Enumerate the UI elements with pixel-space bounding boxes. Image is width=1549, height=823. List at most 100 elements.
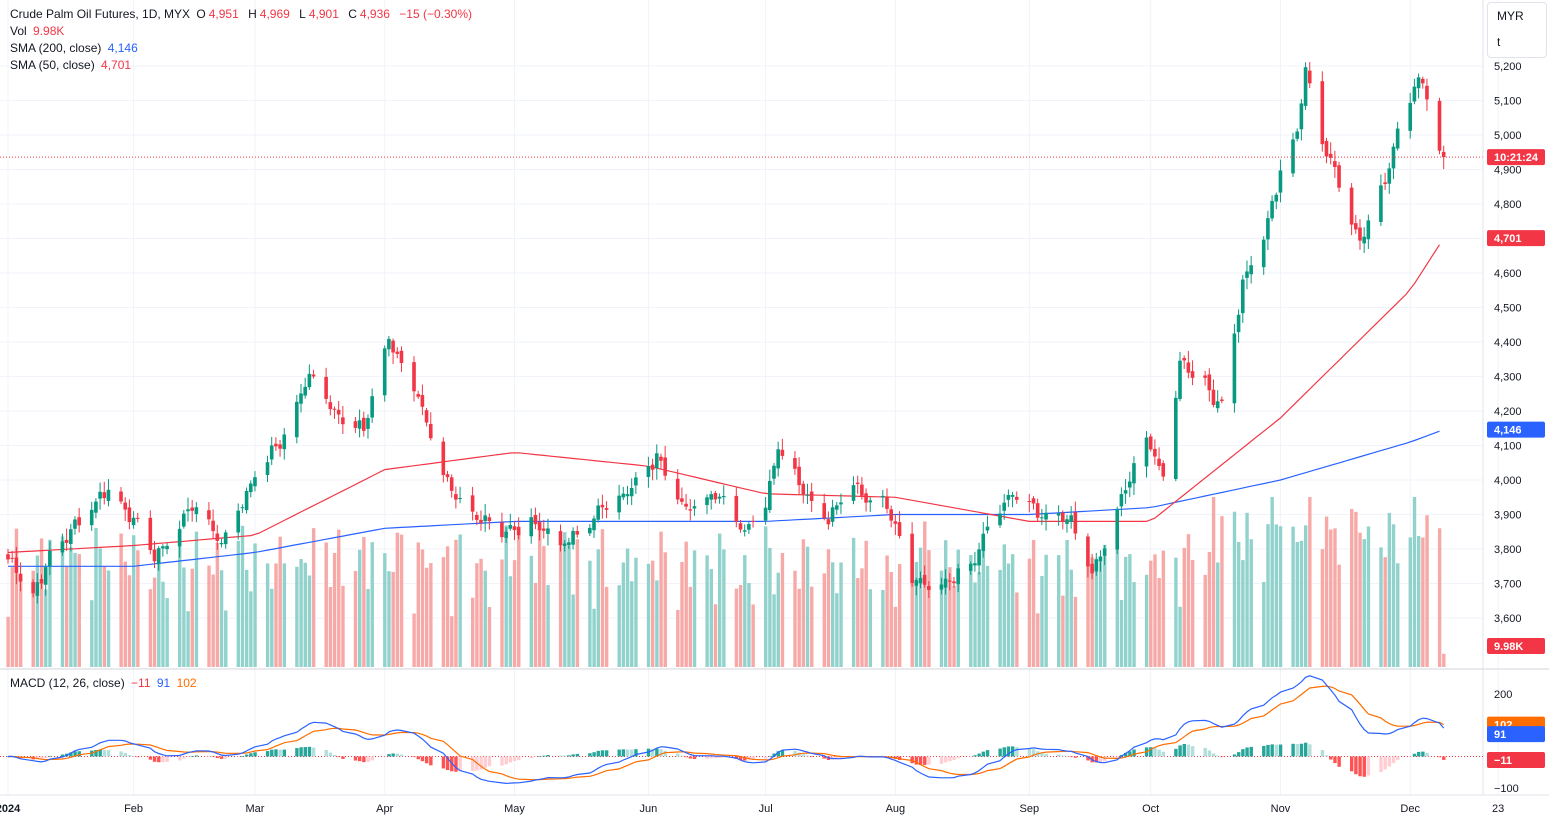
macd-hist-bar [1098, 756, 1103, 763]
candle-body [910, 533, 914, 584]
volume-bar [429, 563, 433, 667]
volume-bar [265, 563, 270, 667]
volume-bar [1442, 653, 1446, 667]
macd-hist-bar [717, 756, 722, 758]
macd-hist-bar [244, 754, 249, 757]
volume-bar [558, 542, 563, 667]
volume-bar [370, 542, 374, 667]
volume-bar [178, 528, 182, 667]
candle-body [186, 509, 190, 512]
candle-body [1249, 265, 1253, 275]
volume-bar [1408, 537, 1413, 667]
candle-body [947, 580, 952, 582]
macd-hist-bar [1153, 748, 1157, 757]
candle-body [274, 443, 278, 447]
volume-bar [211, 574, 215, 667]
macd-line-badge-bg [1487, 726, 1545, 743]
candle-body [734, 495, 739, 522]
volume-bar [1387, 512, 1392, 667]
macd-hist-bar [60, 754, 65, 757]
macd-hist-bar [395, 753, 400, 757]
candle-body [1295, 131, 1299, 139]
candle-body [361, 417, 366, 431]
macd-hist-bar [1094, 756, 1099, 763]
candle-body [1353, 223, 1358, 230]
candle-body [18, 573, 23, 582]
candle-body [1027, 501, 1032, 503]
candle-body [1040, 517, 1044, 519]
candle-body [943, 578, 948, 588]
volume-bar [35, 555, 40, 667]
macd-hist-bar [604, 750, 609, 757]
volume-bar [768, 547, 772, 667]
volume-bar [948, 567, 952, 667]
macd-hist-bar [1262, 745, 1266, 757]
volume-bar [969, 555, 973, 667]
candle-body [1383, 182, 1387, 184]
time-tick-label: Oct [1142, 803, 1159, 815]
time-tick-label: Dec [1400, 803, 1420, 815]
macd-hist-bar [274, 749, 278, 757]
volume-bar [588, 560, 592, 667]
volume-bar [634, 557, 638, 667]
macd-hist-bar [412, 756, 416, 758]
macd-hist-bar [504, 756, 508, 765]
volume-bar [282, 563, 287, 667]
macd-hist-bar [106, 750, 111, 757]
macd-hist-bar [424, 756, 429, 764]
macd-hist-bar [512, 756, 517, 762]
price-tick-label: 5,100 [1494, 96, 1522, 108]
candle-body [295, 401, 299, 438]
candle-body [1002, 502, 1006, 511]
volume-bar [69, 547, 73, 667]
candle-body [688, 509, 693, 511]
candle-body [449, 477, 454, 491]
volume-bar [14, 528, 19, 667]
macd-hist-bar [822, 756, 827, 759]
unit-label[interactable]: t [1497, 35, 1501, 49]
volume-bar [856, 578, 860, 667]
candle-body [717, 496, 722, 499]
macd-hist-bar [1241, 749, 1245, 757]
volume-bar [1027, 558, 1032, 667]
candle-body [885, 496, 889, 509]
macd-hist-bar [445, 756, 450, 771]
candle-body [625, 494, 630, 497]
sma200-badge: 4,146 [1494, 425, 1522, 437]
volume-bar [830, 562, 835, 667]
macd-tick-label: 200 [1494, 689, 1512, 701]
macd-hist-bar [165, 756, 169, 762]
volume-bar [383, 553, 387, 667]
close-label: C 4,936 [348, 7, 390, 21]
volume-bar [822, 573, 827, 667]
macd-hist-bar [592, 752, 596, 757]
volume-bar [881, 589, 885, 667]
macd-hist-bar [1178, 745, 1182, 757]
macd-hist-bar [1270, 744, 1274, 757]
currency-code[interactable]: MYR [1497, 9, 1524, 23]
volume-bar [684, 541, 688, 667]
candle-body [1291, 139, 1295, 174]
currency-unit-selector[interactable]: MYR t [1487, 2, 1547, 58]
candle-body [10, 557, 14, 559]
macd-hist-bar [307, 746, 312, 757]
volume-bar [688, 586, 693, 667]
candle-body [772, 465, 776, 479]
candle-body [500, 522, 504, 538]
volume-bar [780, 553, 785, 667]
volume-bar [1069, 569, 1073, 667]
macd-hist-bar [600, 750, 605, 757]
macd-hist-bar [1278, 744, 1283, 757]
candle-body [445, 474, 450, 478]
volume-bar [106, 570, 111, 667]
volume-bar [1366, 526, 1371, 667]
candle-body [1437, 100, 1442, 151]
macd-hist-bar [1295, 744, 1299, 757]
macd-hist-bar [508, 756, 513, 763]
volume-bar [517, 531, 521, 667]
macd-hist-bar [366, 756, 370, 762]
macd-hist-bar [1333, 756, 1337, 764]
candle-body [1278, 170, 1283, 193]
macd-hist-bar [357, 756, 362, 762]
